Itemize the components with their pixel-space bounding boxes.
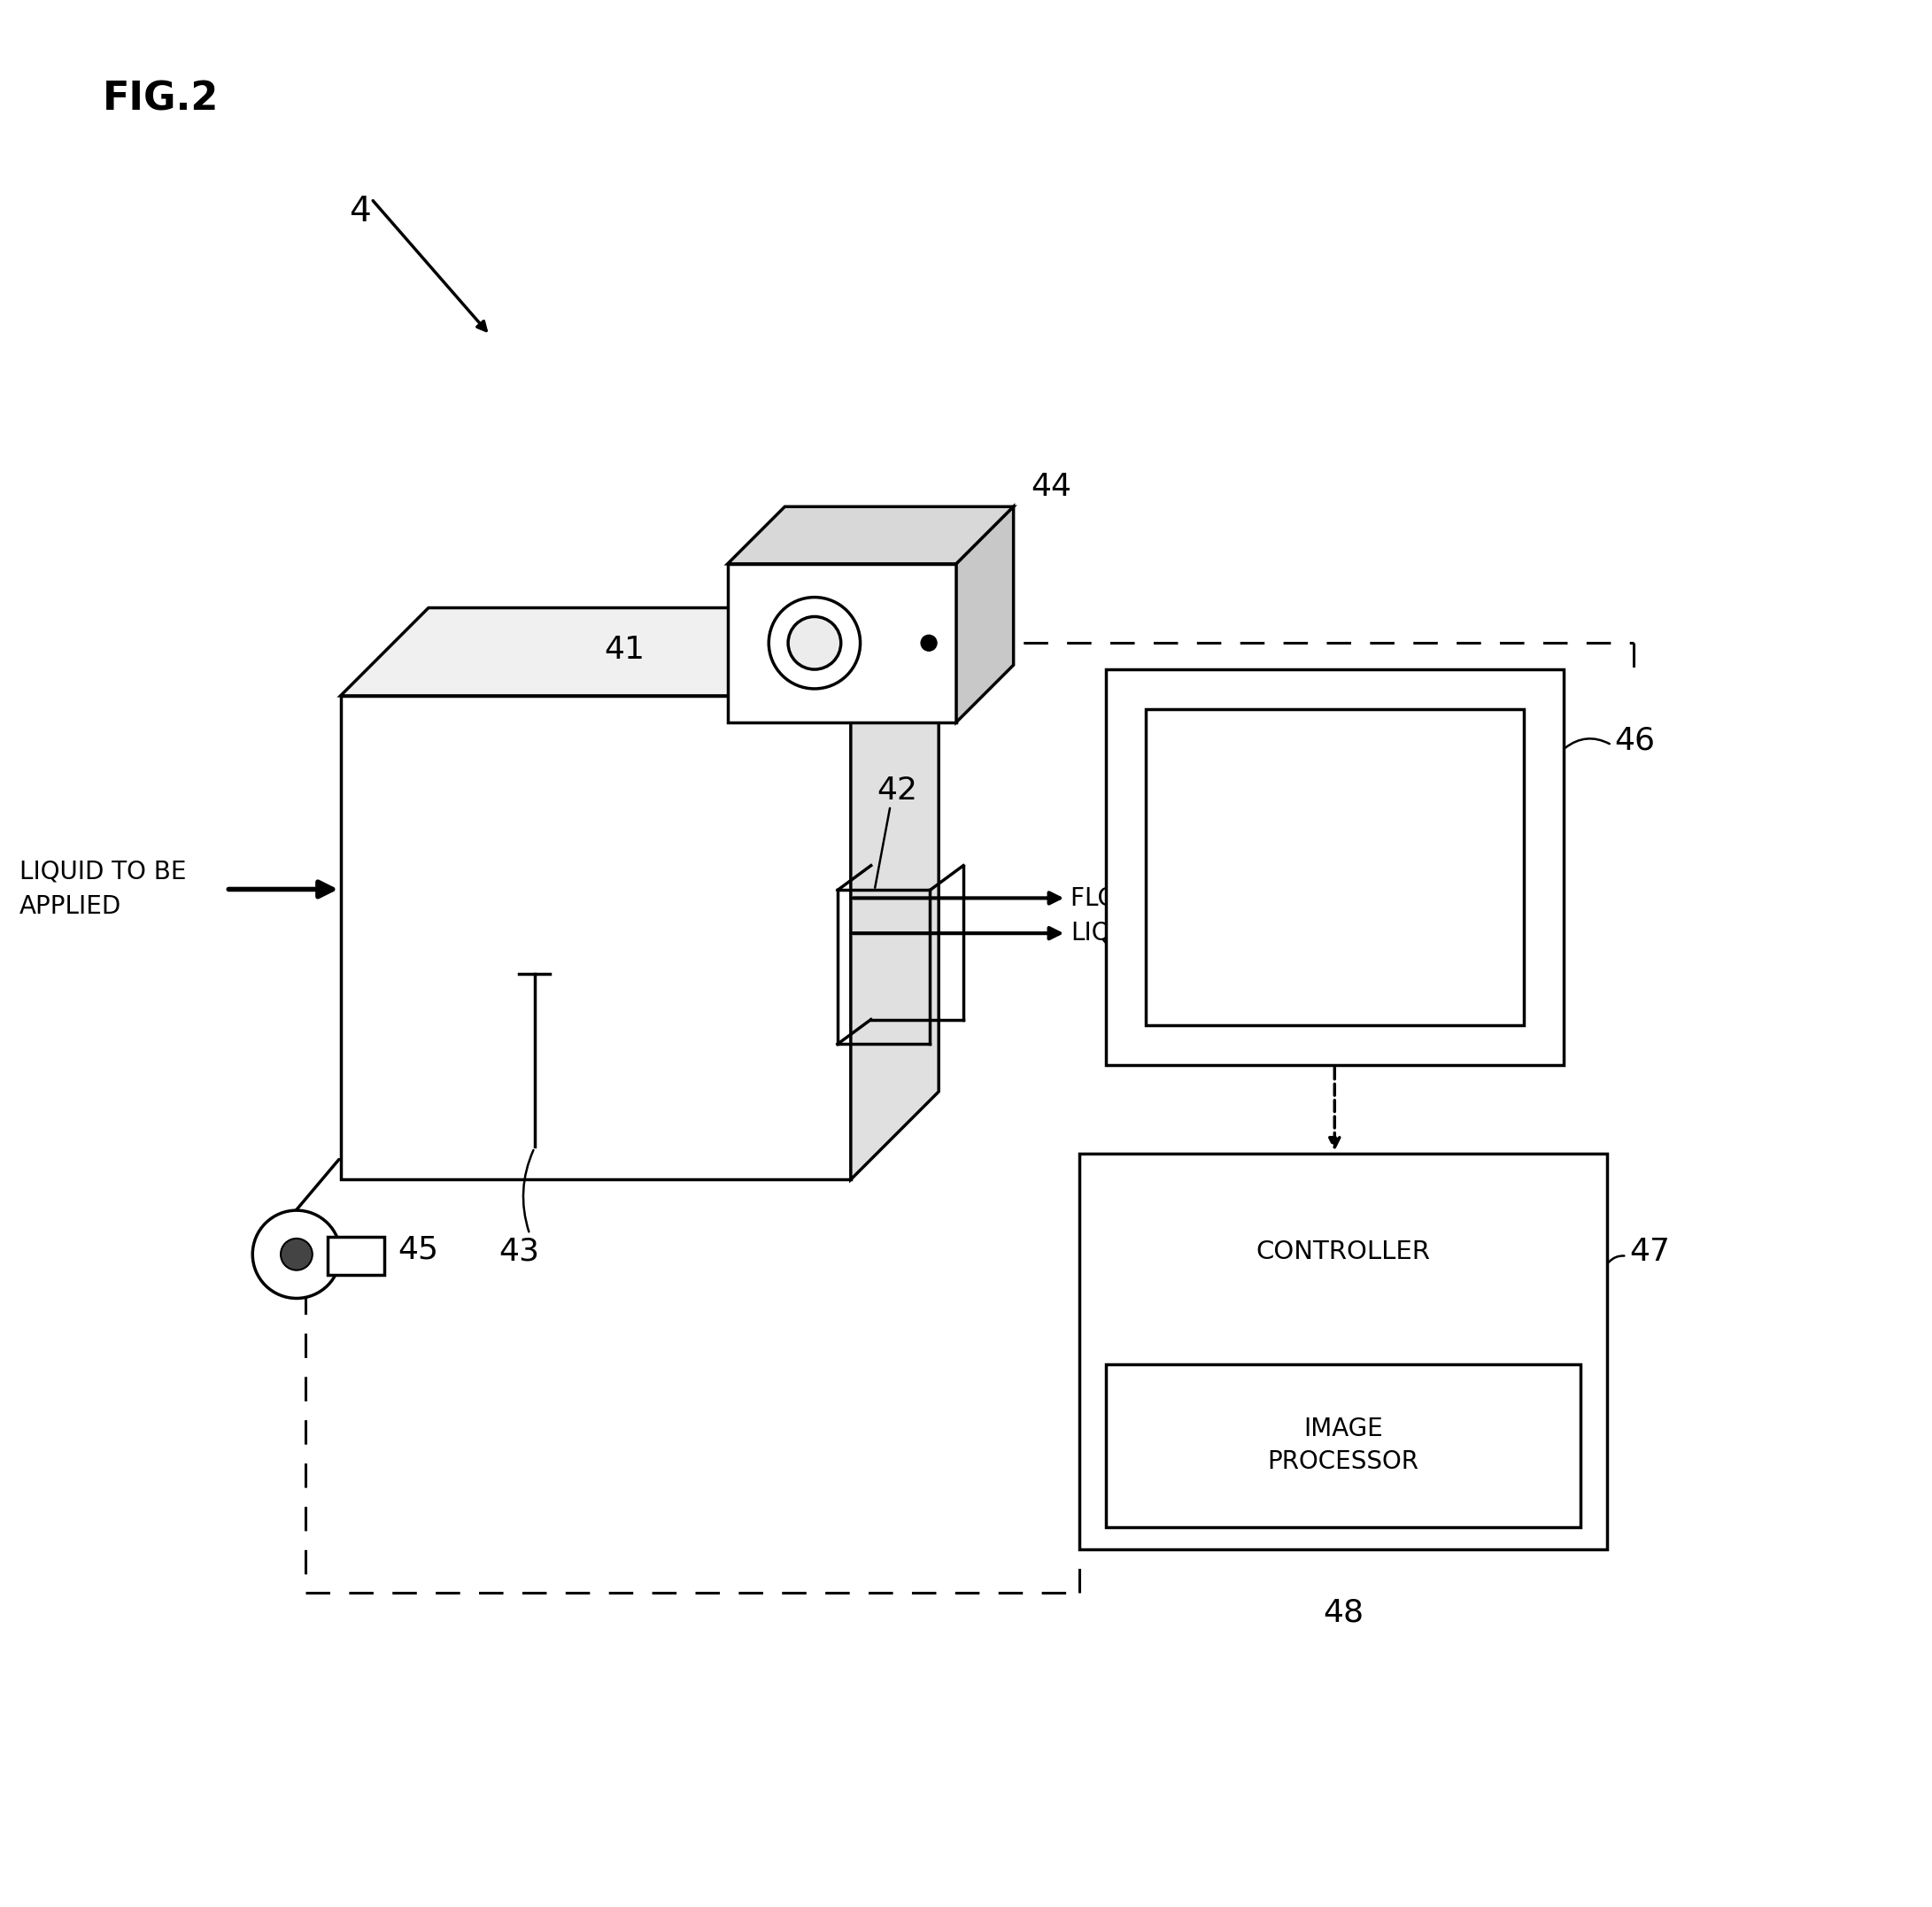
Bar xyxy=(1105,669,1563,1066)
Text: 48: 48 xyxy=(1323,1598,1364,1627)
Bar xyxy=(1080,1154,1607,1548)
Polygon shape xyxy=(340,696,850,1180)
Text: FIG.2: FIG.2 xyxy=(102,80,220,118)
Text: CONTROLLER: CONTROLLER xyxy=(1256,1240,1430,1264)
Bar xyxy=(1105,1364,1580,1528)
Text: 47: 47 xyxy=(1629,1238,1669,1266)
Circle shape xyxy=(788,616,840,669)
Circle shape xyxy=(253,1211,340,1299)
Text: 44: 44 xyxy=(1032,473,1072,502)
Text: 42: 42 xyxy=(877,776,918,807)
Polygon shape xyxy=(340,608,939,696)
Text: LIQUID TO BE
APPLIED: LIQUID TO BE APPLIED xyxy=(19,860,185,919)
Polygon shape xyxy=(850,608,939,1180)
Polygon shape xyxy=(327,1238,384,1274)
Text: 4: 4 xyxy=(350,195,371,229)
Circle shape xyxy=(922,635,937,650)
Polygon shape xyxy=(728,564,956,723)
Text: 43: 43 xyxy=(498,1238,539,1266)
Polygon shape xyxy=(956,507,1014,723)
Circle shape xyxy=(280,1238,313,1270)
Text: 41: 41 xyxy=(605,635,645,666)
Text: 46: 46 xyxy=(1615,725,1656,755)
Text: 45: 45 xyxy=(398,1236,439,1264)
Text: FLOW OF
LIQUID: FLOW OF LIQUID xyxy=(1070,887,1182,946)
Circle shape xyxy=(769,597,860,688)
Polygon shape xyxy=(728,507,1014,564)
Text: IMAGE
PROCESSOR: IMAGE PROCESSOR xyxy=(1267,1417,1420,1474)
Bar xyxy=(1146,709,1524,1026)
